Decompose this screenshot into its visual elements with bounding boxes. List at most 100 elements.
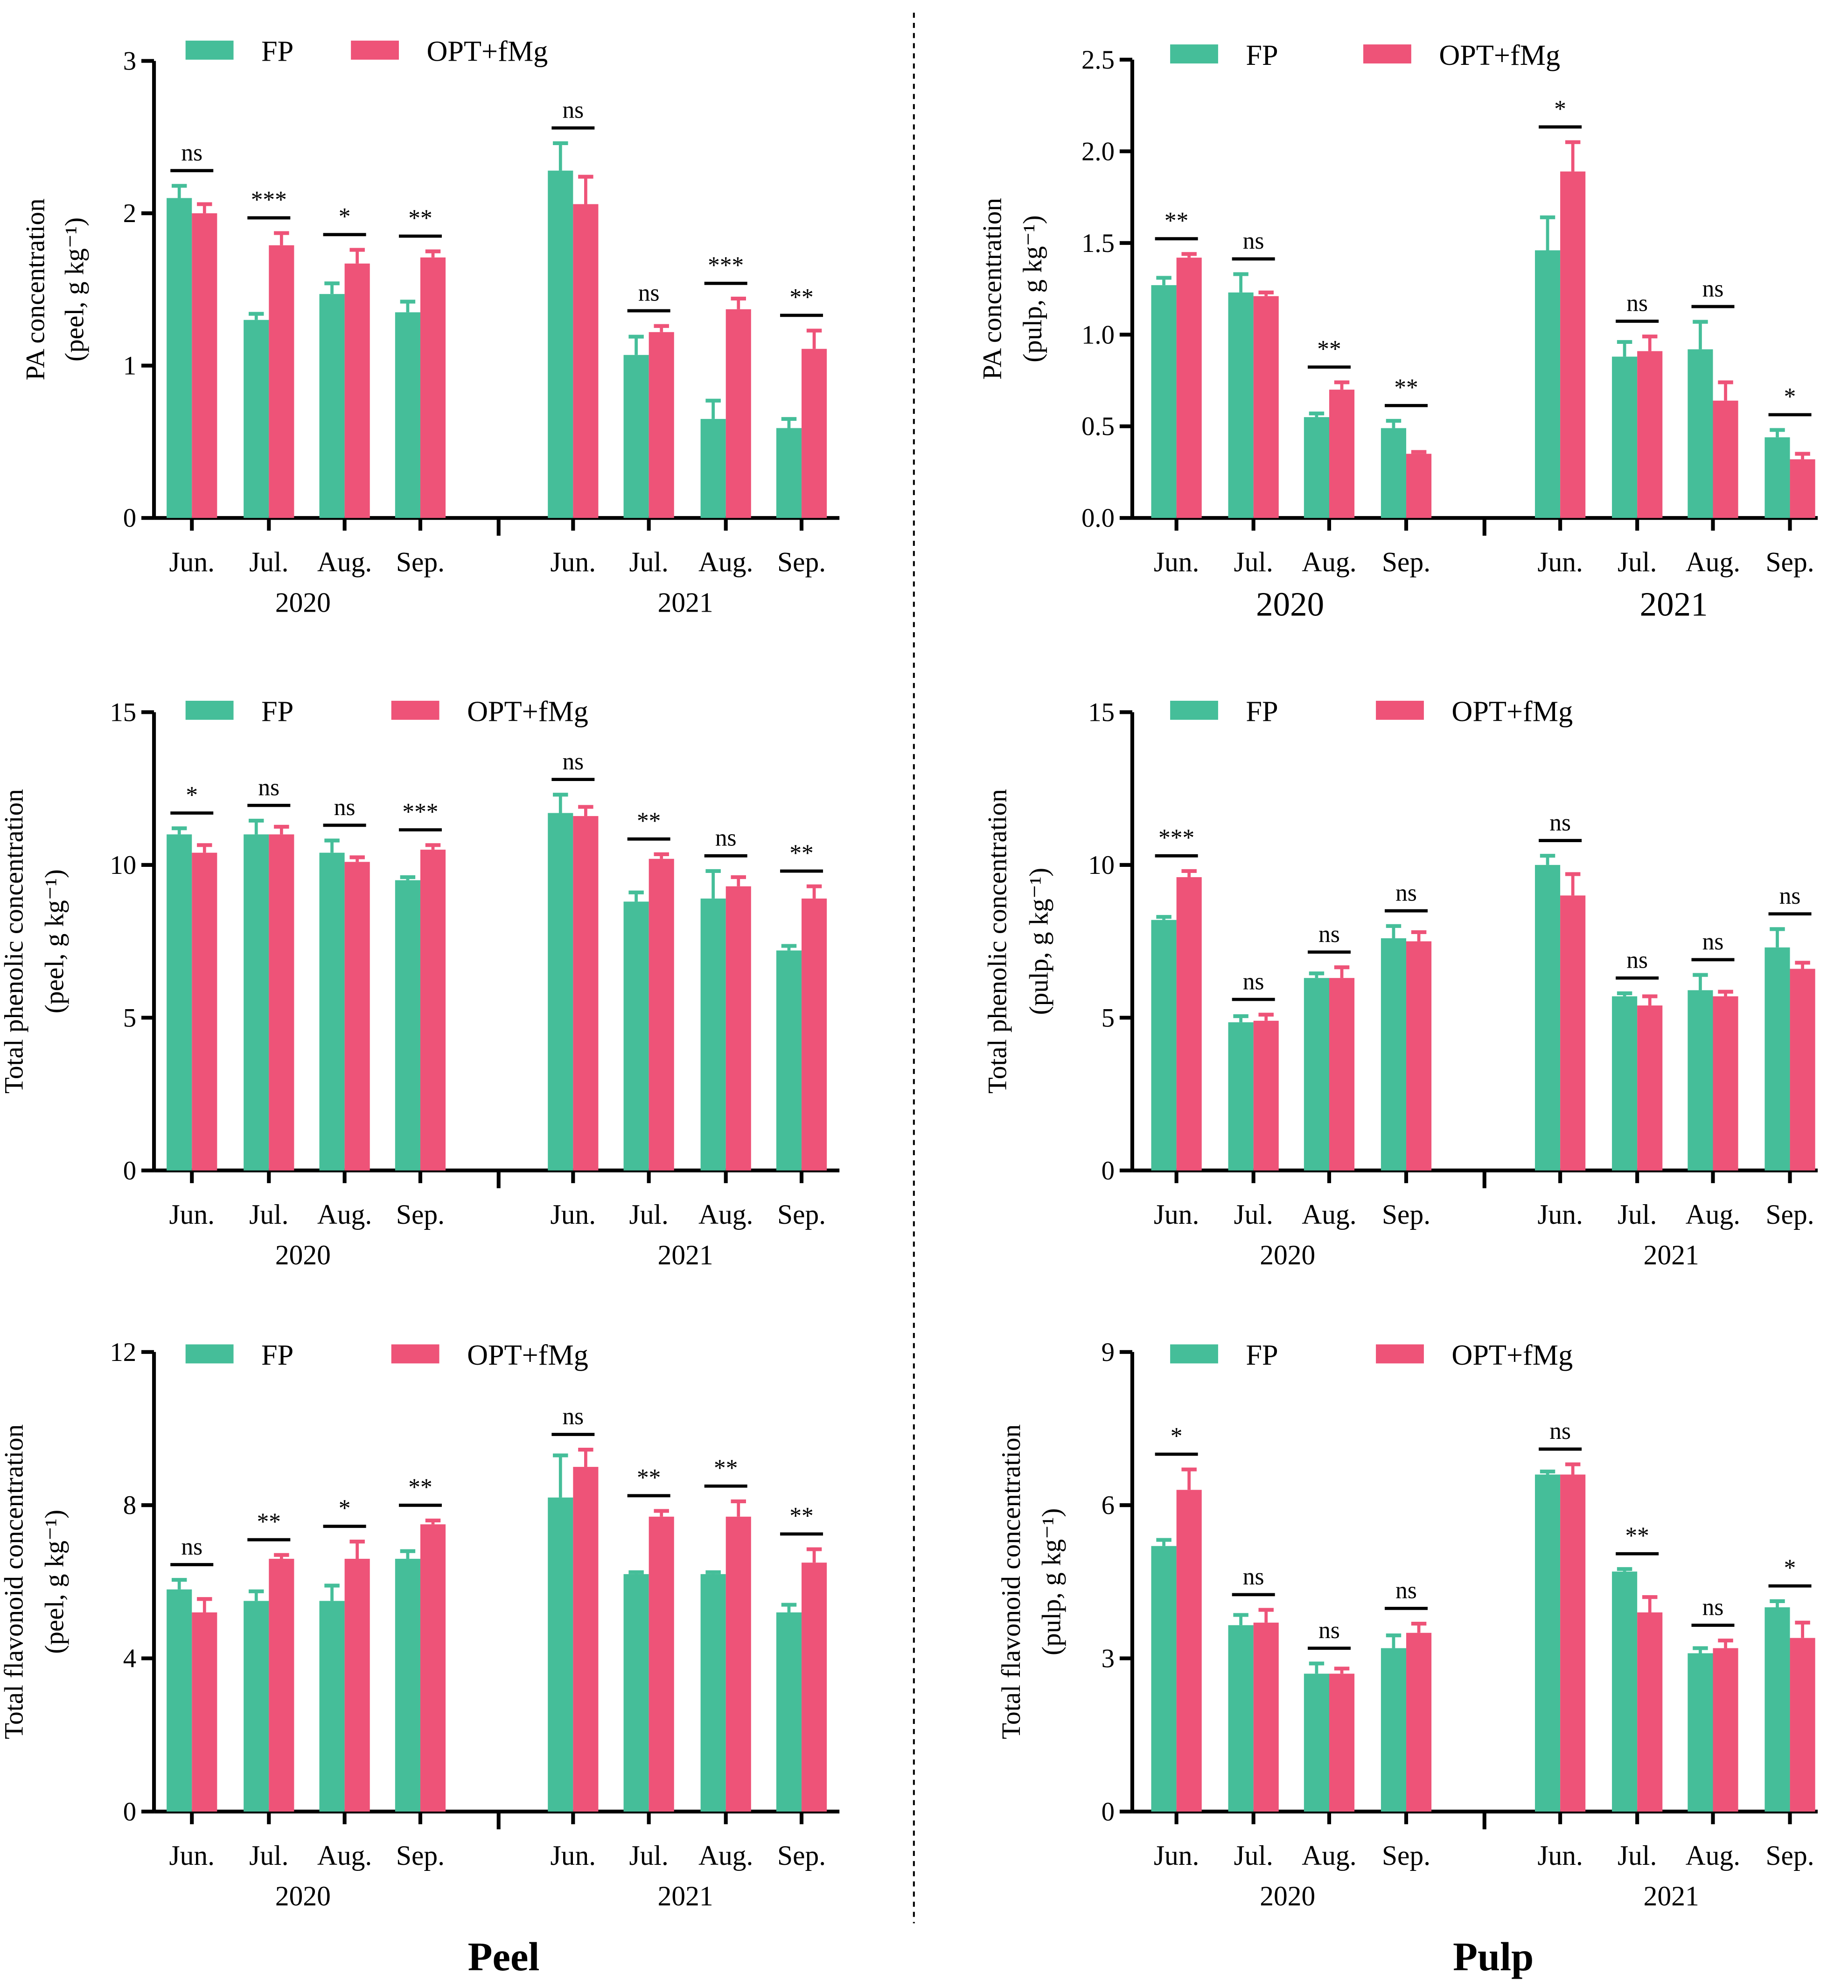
bar-fp	[1688, 1653, 1713, 1812]
significance-label: ns	[715, 824, 737, 851]
legend-label-opt-fmg: OPT+fMg	[1439, 39, 1560, 71]
x-tick-label: Jul.	[629, 1840, 669, 1871]
y-tick-label: 0	[1102, 1797, 1115, 1827]
bar-opt-fmg	[1790, 459, 1815, 518]
significance-label: *	[1554, 96, 1566, 122]
x-tick-label: Aug.	[317, 546, 372, 577]
bar-opt-fmg	[573, 816, 599, 1171]
x-tick-label: Jul.	[629, 546, 669, 577]
legend-swatch-fp	[1170, 700, 1218, 720]
y-axis-label: Total phenolic concentration	[983, 789, 1012, 1094]
bar-opt-fmg	[573, 1467, 599, 1812]
bar-opt-fmg	[344, 862, 370, 1171]
y-axis-unit-label: (pulp, g kg⁻¹)	[1037, 1508, 1067, 1655]
x-tick-label: Sep.	[777, 1840, 826, 1871]
bar-opt-fmg	[420, 1524, 446, 1812]
bar-opt-fmg	[725, 886, 751, 1171]
legend-swatch-fp	[185, 41, 234, 60]
x-tick-label: Jun.	[1537, 1199, 1583, 1230]
significance-label: ***	[1158, 824, 1194, 851]
significance-label: ns	[1395, 879, 1417, 906]
bar-fp	[167, 1589, 192, 1812]
bar-fp	[1381, 938, 1407, 1171]
significance-label: **	[1625, 1522, 1649, 1549]
chart-panel-6: 0 3 6 9 Total flavonoid concentration (pulp, …	[997, 1338, 1818, 1911]
bar-fp	[548, 170, 573, 518]
bar-opt-fmg	[1560, 1474, 1586, 1812]
bar-opt-fmg	[269, 1559, 294, 1812]
y-tick-label: 10	[110, 851, 136, 880]
year-label: 2021	[658, 587, 713, 618]
bar-fp	[1228, 1022, 1254, 1171]
significance-label: ns	[1626, 290, 1648, 317]
y-axis-label: PA concentration	[21, 198, 50, 380]
bar-opt-fmg	[1253, 296, 1279, 518]
legend-label-fp: FP	[261, 35, 293, 67]
bar-fp	[319, 1601, 345, 1812]
year-label: 2020	[275, 1881, 331, 1911]
x-tick-label: Jun.	[1154, 1840, 1199, 1871]
year-label: 2021	[658, 1881, 713, 1911]
significance-label: *	[1784, 1555, 1796, 1581]
x-tick-label: Aug.	[317, 1840, 372, 1871]
x-tick-label: Jun.	[169, 1199, 215, 1230]
bar-opt-fmg	[269, 834, 294, 1171]
y-tick-label: 0	[123, 1797, 136, 1827]
y-tick-label: 9	[1102, 1338, 1115, 1367]
bar-fp	[1304, 417, 1329, 518]
x-tick-label: Jul.	[1234, 546, 1273, 577]
significance-label: ns	[1243, 228, 1264, 254]
bar-opt-fmg	[1329, 390, 1355, 518]
legend-label-opt-fmg: OPT+fMg	[426, 35, 548, 67]
legend-label-fp: FP	[1246, 1339, 1278, 1371]
bar-fp	[167, 834, 192, 1171]
bar-opt-fmg	[1560, 895, 1586, 1171]
x-tick-label: Aug.	[317, 1199, 372, 1230]
y-tick-label: 15	[1088, 698, 1115, 727]
x-tick-label: Aug.	[1686, 1199, 1740, 1230]
bar-opt-fmg	[802, 349, 827, 518]
x-tick-label: Jun.	[551, 1840, 596, 1871]
chart-panel-4: 0 5 10 15 Total phenolic concentration (pulp,…	[983, 695, 1818, 1270]
significance-label: ns	[1395, 1577, 1417, 1604]
year-label: 2020	[1260, 1881, 1315, 1911]
bar-fp	[1381, 428, 1407, 518]
x-tick-label: Aug.	[1302, 546, 1356, 577]
legend-swatch-fp	[185, 1344, 234, 1364]
bar-fp	[1612, 996, 1638, 1171]
bar-opt-fmg	[1176, 258, 1202, 518]
y-tick-label: 4	[123, 1644, 136, 1673]
x-tick-label: Sep.	[1765, 1840, 1814, 1871]
y-tick-label: 3	[1102, 1644, 1115, 1673]
bar-fp	[319, 852, 345, 1171]
bar-fp	[244, 1601, 269, 1812]
x-tick-label: Jun.	[169, 1840, 215, 1871]
x-tick-label: Jul.	[1618, 1199, 1657, 1230]
x-tick-label: Jul.	[249, 1199, 288, 1230]
bar-fp	[623, 355, 649, 518]
significance-label: ns	[181, 140, 202, 166]
significance-label: **	[1394, 374, 1418, 401]
bar-fp	[1381, 1648, 1407, 1812]
x-tick-label: Jul.	[1234, 1840, 1273, 1871]
significance-label: ns	[1702, 1594, 1724, 1621]
significance-label: ns	[181, 1534, 202, 1560]
bar-opt-fmg	[649, 1516, 674, 1812]
year-label: 2020	[1260, 1240, 1315, 1270]
legend-label-fp: FP	[261, 695, 293, 727]
bar-opt-fmg	[1176, 877, 1202, 1171]
y-tick-label: 6	[1102, 1491, 1115, 1520]
significance-label: *	[186, 782, 198, 809]
significance-label: ns	[1243, 1563, 1264, 1590]
bar-fp	[1535, 865, 1561, 1171]
x-tick-label: Sep.	[777, 1199, 826, 1230]
x-tick-label: Jun.	[1154, 1199, 1199, 1230]
x-tick-label: Jun.	[169, 546, 215, 577]
bar-fp	[1688, 349, 1713, 518]
significance-label: ns	[1549, 1418, 1571, 1444]
y-tick-label: 1	[123, 351, 136, 381]
x-tick-label: Jul.	[629, 1199, 669, 1230]
bar-fp	[1535, 1474, 1561, 1812]
bar-fp	[1304, 1674, 1329, 1812]
